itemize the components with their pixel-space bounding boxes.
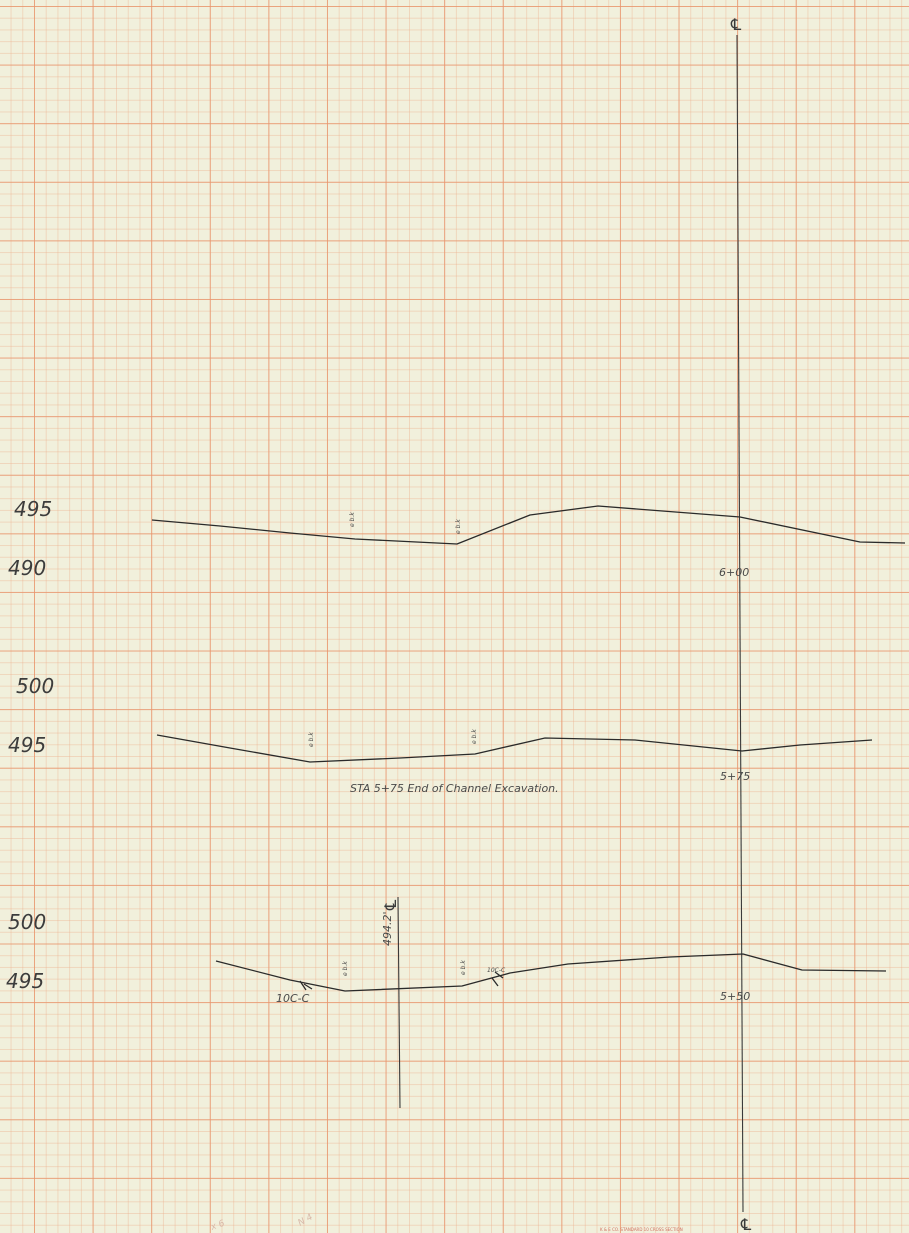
main-centerline (737, 35, 743, 1212)
s3-bank-mark-right: e b.k (460, 960, 467, 975)
s1-ground-profile (152, 506, 905, 544)
s1-elev-upper: 495 (14, 497, 52, 521)
s1-bank-mark-left: e b.k (349, 512, 356, 527)
paper-imprint: K & E CO. STANDARD 10 CROSS SECTION (600, 1227, 683, 1232)
s2-elev-upper: 500 (16, 674, 54, 698)
s2-ground-profile (157, 735, 872, 762)
centerline-symbol-top: ℄ (730, 15, 742, 34)
s3-local-centerline (398, 897, 400, 1108)
centerline-symbol-bottom: ℄ (740, 1215, 752, 1233)
s3-elev-upper: 500 (8, 910, 46, 934)
s2-end-of-excavation-note: STA 5+75 End of Channel Excavation. (350, 782, 559, 795)
s3-right-slope-hatch (492, 972, 503, 986)
s1-bank-mark-right: e b.k (455, 519, 462, 534)
s3-centerline-symbol: ℄ (381, 899, 400, 911)
s2-elev-lower: 495 (8, 733, 46, 757)
faint-mark-left: x 6 (209, 1219, 227, 1233)
s2-bank-mark-left: e b.k (308, 732, 315, 747)
s3-bank-mark-left: e b.k (342, 961, 349, 976)
s2-bank-mark-right: e b.k (471, 729, 478, 744)
faint-mark-right: N 4 (297, 1212, 316, 1228)
s3-elev-lower: 495 (6, 969, 44, 993)
s3-centerline-elevation: 494.2' (381, 911, 394, 946)
s2-station-label: 5+75 (720, 770, 750, 783)
s1-elev-lower: 490 (8, 556, 46, 580)
s3-left-slope-note: 10C-C (276, 992, 310, 1005)
s1-station-label: 6+00 (719, 566, 749, 579)
s3-right-slope-note: 10C-C (487, 967, 506, 974)
s3-ground-profile (216, 954, 886, 991)
s3-station-label: 5+50 (720, 990, 750, 1003)
